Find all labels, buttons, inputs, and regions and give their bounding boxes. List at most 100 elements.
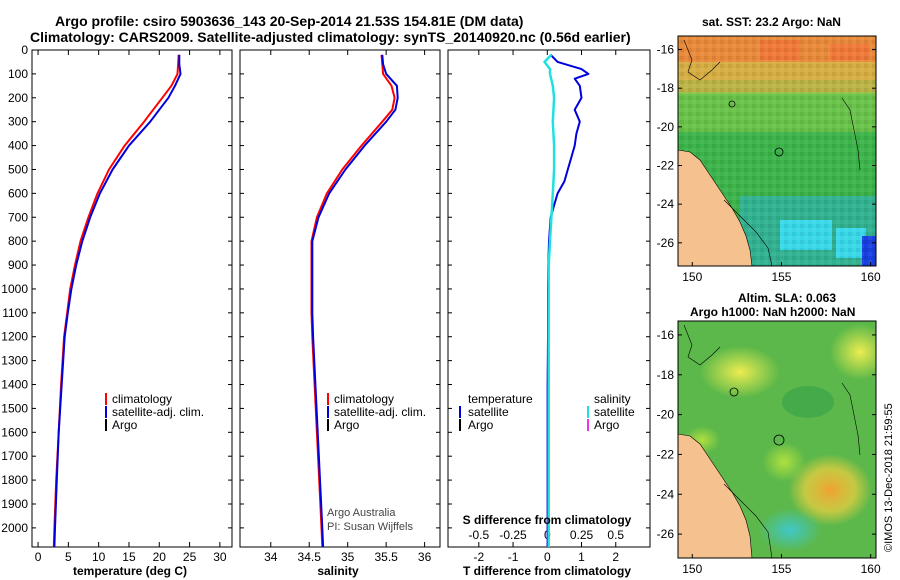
sst-map-title: sat. SST: 23.2 Argo: NaN [702,15,841,29]
depth-tick-label: 0 [21,43,28,57]
x-tick-label: 0 [544,550,551,564]
diff-legend-t-argo-label: Argo [468,418,494,432]
sla-shelf-contour [723,483,773,558]
t-difference-axis-label: T difference from climatology [463,564,631,578]
x-tick-label: 1 [578,550,585,564]
map-y-tick-label: -24 [657,487,675,501]
depth-tick-label: 600 [8,186,28,200]
map-y-tick-label: -18 [657,81,675,95]
sst-reef-contour [683,39,721,81]
sla-map-title-line2: Argo h1000: NaN h2000: NaN [690,305,856,319]
x-tick-label: 30 [213,550,227,564]
s-diff-tick-label: 0.25 [570,528,594,542]
legend-argo-label: Argo [112,418,138,432]
depth-tick-label: 200 [8,91,28,105]
figure-title-line1: Argo profile: csiro 5903636_143 20-Sep-2… [55,13,524,29]
series-line-satellite-adj-clim- [53,54,182,548]
s-diff-tick-label: -0.5 [468,528,489,542]
x-tick-label: 34 [264,550,278,564]
sla-dark-blob [782,386,834,418]
sla-map-frame [677,320,877,559]
depth-tick-label: 1700 [1,449,28,463]
sst-map-ticks: -16 -18 -20 -22 -24 -26 150 155 160 [657,43,881,284]
sla-seamount-ring-2 [729,387,739,397]
sla-cyan-blob [758,508,822,552]
series-line-salinity-satellite [543,53,556,547]
map-x-tick-label: 160 [861,270,881,284]
map-y-tick-label: -26 [657,527,675,541]
sst-plateau-contour [841,97,861,171]
x-tick-label: 15 [122,550,136,564]
map-y-tick-label: -20 [657,120,675,134]
depth-tick-label: 1000 [1,282,28,296]
x-tick-label: 10 [92,550,106,564]
depth-tick-label: 700 [8,210,28,224]
x-tick-label: 35 [341,550,355,564]
depth-tick-label: 2000 [1,521,28,535]
sal-legend-climatology-label: climatology [334,392,394,406]
map-x-tick-label: 150 [682,270,702,284]
difference-legend: temperature satellite Argo salinity sate… [459,392,635,432]
difference-profile-plot: -2 -1 0 1 2-0.5 -0.25 0 0.25 0.5 [468,50,624,564]
sla-map-ticks: -16 -18 -20 -22 -24 -26 150 155 160 [657,328,881,576]
sla-lime-blob [762,442,806,482]
map-y-tick-label: -22 [657,447,675,461]
sla-orange-blob [788,454,872,526]
sla-map: -16 -18 -20 -22 -24 -26 150 155 160 [657,320,881,576]
sla-map-title-line1: Altim. SLA: 0.063 [738,291,837,305]
map-x-tick-label: 155 [771,270,791,284]
depth-tick-label: 500 [8,162,28,176]
depth-tick-label: 900 [8,258,28,272]
temperature-panel-frame [31,49,233,548]
x-tick-label: 25 [183,550,197,564]
x-tick-label: 34.5 [298,550,322,564]
x-tick-label: -1 [508,550,519,564]
map-y-tick-label: -16 [657,328,675,342]
temperature-profile-plot: 0 5 10 15 20 25 30 [35,50,227,564]
sal-legend-satellite-label: satellite-adj. clim. [334,405,426,419]
temperature-legend: climatology satellite-adj. clim. Argo [105,392,204,432]
depth-axis: 0 100 200 300 400 500 600 700 800 900 1000 1100 1200… [1,43,650,535]
s-diff-tick-label: -0.25 [499,528,527,542]
map-x-tick-label: 160 [861,562,881,576]
depth-tick-label: 300 [8,115,28,129]
diff-legend-s-argo-label: Argo [594,418,620,432]
s-diff-tick-label: 0.5 [607,528,624,542]
sst-shelf-contour [723,199,773,266]
map-y-tick-label: -22 [657,158,675,172]
salinity-legend: climatology satellite-adj. clim. Argo [327,392,426,432]
x-tick-label: 20 [153,550,167,564]
x-tick-label: 35.5 [374,550,398,564]
depth-tick-label: 1200 [1,330,28,344]
depth-tick-label: 100 [8,67,28,81]
x-tick-label: -2 [473,550,484,564]
sla-yellow-blob-2 [830,324,876,380]
figure-title-line2: Climatology: CARS2009. Satellite-adjuste… [30,29,631,45]
s-difference-axis-label: S difference from climatology [463,513,632,527]
salinity-panel-frame [239,49,441,548]
x-tick-label: 5 [65,550,72,564]
sst-seamount-ring-2 [728,100,736,108]
depth-tick-label: 1100 [2,306,28,320]
diff-legend-salinity-title: salinity [594,392,631,406]
credit-line2: PI: Susan Wijffels [327,521,413,533]
sst-seamount-ring [774,147,784,157]
legend-satellite-label: satellite-adj. clim. [112,405,204,419]
sst-map: -16 -18 -20 -22 -24 -26 150 155 160 [657,35,881,284]
map-x-tick-label: 155 [771,562,791,576]
sal-legend-argo-label: Argo [334,418,360,432]
sla-reef-contour [683,324,721,366]
map-y-tick-label: -18 [657,368,675,382]
map-y-tick-label: -24 [657,197,675,211]
map-y-tick-label: -26 [657,236,675,250]
legend-climatology-label: climatology [112,392,172,406]
salinity-axis-label: salinity [317,564,359,578]
sla-yellow-blob [700,346,780,398]
x-tick-label: 36 [418,550,432,564]
sla-plateau-contour [841,382,861,456]
diff-legend-temperature-title: temperature [468,392,533,406]
diff-legend-s-satellite-label: satellite [594,405,635,419]
map-y-tick-label: -16 [657,43,675,57]
depth-tick-label: 1400 [1,378,28,392]
